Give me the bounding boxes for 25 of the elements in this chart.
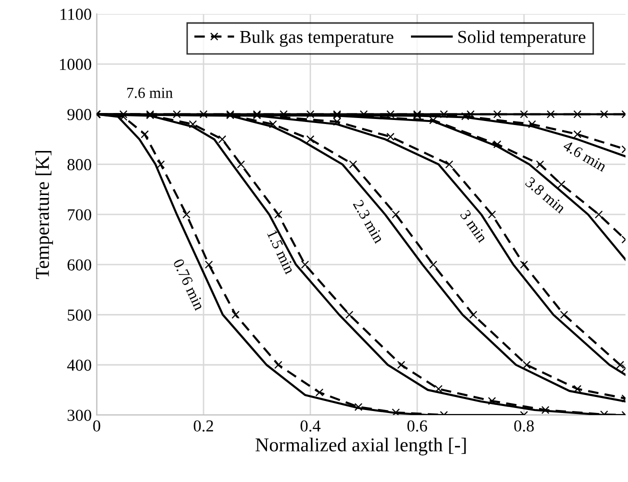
y-tick-label: 800	[67, 159, 92, 170]
annotation: 7.6 min	[127, 88, 173, 98]
legend-label: Bulk gas temperature	[240, 30, 394, 47]
x-tick-label: 0.8	[514, 420, 534, 432]
annotation: 2.3 min	[352, 199, 385, 244]
annotation: 0.76 min	[172, 258, 205, 312]
x-tick-label: 0.4	[300, 420, 321, 432]
x-tick-label: 0.6	[407, 420, 428, 432]
y-tick-label: 1000	[60, 58, 92, 70]
y-tick-label: 300	[68, 410, 92, 421]
x-tick-label: 0	[93, 420, 100, 432]
y-tick-label: 1100	[60, 8, 92, 20]
x-tick-label: 0.2	[194, 420, 214, 432]
legend-label: Solid temperature	[458, 30, 586, 47]
y-tick-label: 900	[67, 108, 92, 120]
annotation: 4.6 min	[562, 140, 608, 172]
y-tick-label: 700	[68, 209, 92, 220]
annotation: 3.8 min	[524, 176, 566, 214]
x-axis-title: Normalized axial length [-]	[256, 438, 466, 456]
y-tick-label: 400	[67, 360, 92, 371]
y-axis-title: Temperature [K]	[35, 151, 53, 280]
annotation: 1.5 min	[266, 230, 296, 275]
y-tick-label: 500	[68, 309, 92, 321]
annotation: 3 min	[460, 209, 488, 244]
y-tick-label: 600	[68, 259, 92, 271]
